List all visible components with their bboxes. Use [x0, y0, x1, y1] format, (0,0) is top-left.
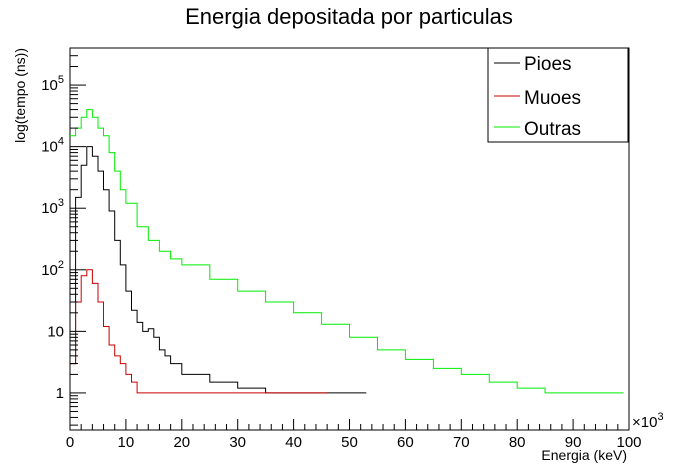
x-tick-label: 90	[565, 434, 582, 451]
x-multiplier-exp: 3	[657, 411, 663, 423]
y-tick-exp: 3	[58, 197, 64, 209]
y-tick-base: 10	[41, 200, 58, 217]
y-tick-label: 103	[41, 197, 64, 217]
x-tick-label: 30	[229, 434, 246, 451]
legend: Pioes Muoes Outras	[487, 47, 629, 143]
y-tick-label: 102	[41, 259, 64, 279]
x-axis: 0 10 20 30 40 50 60 70 80 90 100	[66, 419, 642, 451]
y-axis-label: log(tempo (ns))	[12, 48, 28, 143]
x-tick-label: 40	[285, 434, 302, 451]
x-tick-label: 20	[173, 434, 190, 451]
series-layer	[70, 109, 624, 394]
legend-label-muoes: Muoes	[524, 88, 581, 109]
y-tick-base: 10	[41, 139, 58, 156]
x-tick-label: 70	[453, 434, 470, 451]
y-tick-label: 105	[41, 74, 64, 94]
series-line-muoes	[70, 269, 328, 394]
x-multiplier: ×103	[632, 411, 664, 431]
series-line-outras	[70, 109, 624, 394]
legend-label-outras: Outras	[524, 119, 581, 140]
x-tick-label: 0	[66, 434, 74, 451]
series-line-pioes	[70, 146, 367, 394]
x-tick-label: 60	[397, 434, 414, 451]
x-tick-label: 80	[509, 434, 526, 451]
y-tick-base: 1	[56, 385, 64, 402]
x-tick-label: 10	[118, 434, 135, 451]
y-tick-label: 104	[41, 136, 64, 156]
x-tick-label: 50	[341, 434, 358, 451]
y-tick-label: 1	[56, 385, 64, 402]
y-tick-exp: 5	[58, 74, 64, 86]
x-multiplier-base: ×10	[632, 414, 657, 431]
y-tick-exp: 2	[58, 259, 64, 271]
y-tick-base: 10	[41, 262, 58, 279]
chart-title: Energia depositada por particulas	[185, 4, 513, 29]
x-axis-label: Energia (keV)	[541, 447, 627, 463]
legend-label-pioes: Pioes	[524, 54, 572, 75]
x-tick-label: 100	[616, 434, 641, 451]
y-tick-exp: 4	[58, 136, 64, 148]
y-tick-base: 10	[41, 77, 58, 94]
legend-box	[487, 47, 629, 143]
y-tick-base: 10	[47, 323, 64, 340]
y-tick-label: 10	[47, 323, 64, 340]
